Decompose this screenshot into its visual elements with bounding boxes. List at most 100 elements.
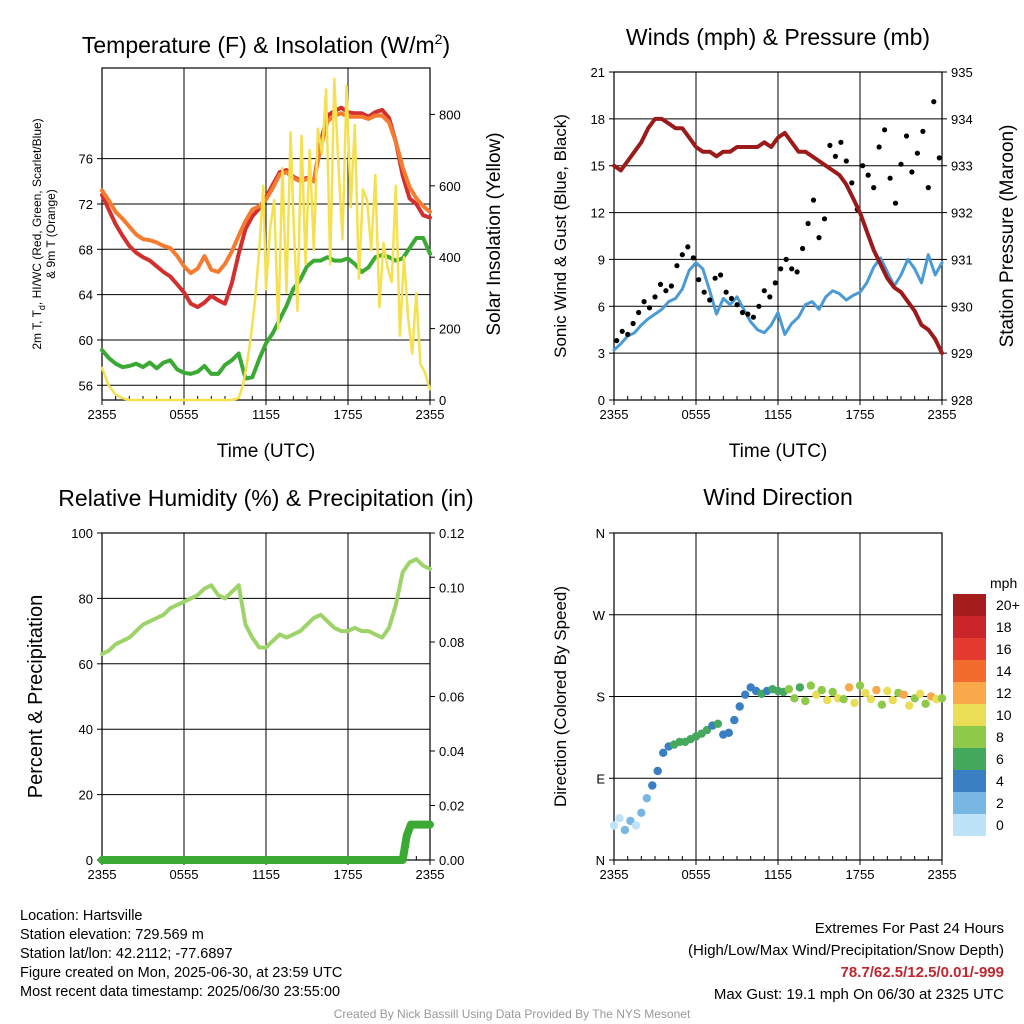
x-tick-label: 2355: [928, 407, 957, 422]
gust-point: [701, 289, 707, 295]
direction-point: [844, 683, 854, 692]
direction-point: [839, 695, 848, 704]
y2-tick-label: 400: [439, 250, 461, 265]
direction-point: [609, 821, 619, 830]
station-latlon: Station lat/lon: 42.2112; -77.6897: [20, 946, 233, 962]
y-tick-label: 60: [79, 657, 93, 672]
y2-tick-label: 933: [951, 159, 973, 174]
gust-point: [914, 150, 921, 156]
y2-axis-label: Solar Insolation (Yellow): [484, 132, 505, 335]
y2-axis-label: Station Pressure (Maroon): [997, 125, 1018, 348]
y-axis-label: 2m T, Td, HI/WC (Red, Green, Scarlet/Blu…: [30, 118, 58, 349]
y-tick-label: 15: [591, 159, 605, 174]
direction-point: [828, 687, 837, 697]
gust-point: [685, 244, 691, 250]
direction-point: [861, 688, 870, 698]
gust-point: [816, 235, 822, 241]
direction-point: [626, 816, 635, 826]
solar-series-line: [100, 77, 432, 402]
x-axis-label: Time (UTC): [729, 441, 828, 462]
legend-label: 4: [996, 773, 1004, 789]
gust-point: [860, 163, 866, 169]
max-gust: Max Gust: 19.1 mph On 06/30 at 2325 UTC: [713, 986, 1004, 1003]
gust-point: [936, 155, 942, 161]
station-info: Location: Hartsville Station elevation: …: [20, 907, 342, 1002]
y2-tick-label: 935: [951, 65, 973, 80]
direction-point: [817, 685, 826, 695]
gust-point: [657, 281, 664, 287]
y2-tick-label: 931: [951, 252, 973, 267]
legend-swatch: [953, 660, 986, 682]
gust-point: [739, 309, 746, 316]
panel-temperature: 2355 0555 1155 1755 2355 56 60 64 68 72 76 0 200 400 6…: [30, 31, 505, 462]
gust-point: [630, 320, 636, 327]
x-tick-label: 2355: [600, 407, 629, 422]
direction-point: [784, 685, 794, 694]
direction-point: [790, 694, 799, 703]
x-tick-label: 2355: [928, 867, 957, 882]
x-tick-label: 1755: [846, 407, 875, 422]
y-tick-label: S: [596, 690, 605, 705]
chart-title: Wind Direction: [703, 484, 853, 510]
gust-point: [728, 295, 735, 302]
gust-point: [652, 294, 658, 300]
pressure-series-line: [612, 116, 944, 356]
panel-winds: 2355 0555 1155 1755 235503691215182192892993…: [551, 24, 1018, 462]
direction-point: [631, 821, 641, 830]
gust-point: [827, 142, 833, 148]
extremes-summary: Extremes For Past 24 Hours (High/Low/Max…: [688, 918, 1004, 1006]
direction-point: [823, 695, 832, 705]
y2-tick-label: 600: [439, 179, 461, 194]
legend-swatch: [953, 770, 986, 792]
meteogram-charts: 2355 0555 1155 1755 235556606468727602004006…: [25, 24, 1020, 882]
y2-tick-label: 0: [439, 393, 446, 408]
gust-point: [674, 263, 680, 269]
y-tick-label: E: [596, 771, 605, 786]
direction-point: [713, 719, 723, 728]
gust-point: [750, 314, 757, 320]
gust-point: [838, 139, 844, 145]
gust-point: [800, 245, 806, 252]
gust-point: [723, 289, 729, 295]
gust-point: [783, 256, 789, 262]
gust-point: [892, 200, 899, 206]
direction-point: [642, 794, 651, 803]
legend-swatch: [953, 616, 986, 638]
t9m-series-line: [100, 111, 432, 276]
y-tick-label: 76: [79, 152, 93, 167]
y-tick-label: 56: [79, 378, 93, 393]
gust-point: [756, 303, 762, 309]
legend-label: 8: [996, 729, 1004, 745]
station-location: Location: Hartsville: [20, 908, 143, 924]
y-tick-label: 100: [71, 526, 93, 541]
gust-point: [871, 185, 877, 191]
gust-point: [887, 175, 893, 181]
y2-tick-label: 0.00: [439, 853, 464, 868]
legend-label: 2: [996, 795, 1004, 811]
y2-tick-label: 0.06: [439, 690, 464, 705]
x-tick-label: 1755: [334, 407, 363, 422]
y-tick-label: N: [596, 853, 605, 868]
gust-point: [821, 216, 828, 222]
y2-tick-label: 0.04: [439, 744, 464, 759]
y-tick-label: 6: [598, 299, 605, 314]
x-tick-label: 1155: [252, 867, 280, 882]
y-tick-label: 64: [79, 288, 93, 303]
gust-point: [679, 252, 685, 258]
extremes-values: 78.7/62.5/12.5/0.01/-999: [840, 964, 1004, 981]
gust-point: [734, 302, 740, 308]
speed-legend: mph 20+ 18 16 14 12 10 8 6 4 2 0: [953, 575, 1020, 836]
x-tick-label: 0555: [682, 407, 711, 422]
direction-point: [899, 690, 908, 699]
gust-point: [745, 311, 751, 317]
legend-label: 10: [996, 707, 1012, 723]
direction-point: [855, 681, 865, 690]
legend-swatch: [953, 682, 986, 704]
direction-point: [741, 690, 750, 699]
gust-point: [625, 331, 631, 337]
y2-tick-label: 930: [951, 299, 973, 314]
legend-label: 6: [996, 751, 1004, 767]
gust-point: [903, 133, 910, 139]
y2-tick-label: 929: [951, 346, 973, 361]
gust-point: [843, 158, 849, 164]
